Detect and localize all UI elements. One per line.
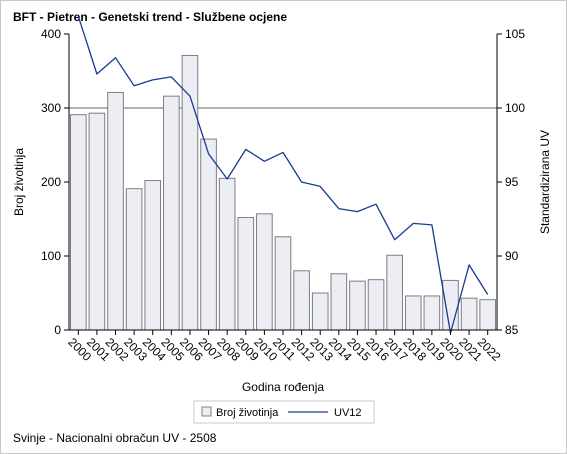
- bar: [423, 295, 441, 331]
- y-tick-label: 100: [41, 249, 61, 263]
- y-tick-label: 400: [41, 27, 61, 41]
- y2-tick-label: 85: [505, 323, 519, 337]
- y2-tick-label: 105: [505, 27, 525, 41]
- bar: [218, 177, 236, 331]
- legend-bar-swatch: [201, 406, 212, 417]
- bar: [404, 295, 422, 331]
- bar: [274, 236, 292, 331]
- y-tick-label: 0: [54, 323, 61, 337]
- bar: [125, 188, 143, 331]
- y-axis-title: Broj životinja: [12, 148, 26, 216]
- bar: [256, 213, 273, 331]
- y2-tick-label: 90: [505, 249, 519, 263]
- x-axis-title: Godina rođenja: [242, 380, 324, 394]
- y-tick-label: 200: [41, 175, 61, 189]
- bar: [237, 217, 255, 331]
- bar: [163, 95, 180, 331]
- bar: [442, 279, 459, 331]
- legend-label-bars: Broj životinja: [216, 407, 279, 419]
- legend-label-line: UV12: [334, 407, 362, 419]
- y2-tick-label: 95: [505, 175, 519, 189]
- bar: [88, 112, 106, 331]
- bar: [200, 138, 217, 331]
- y-tick-label: 300: [41, 101, 61, 115]
- legend-box: [193, 400, 375, 424]
- bar: [367, 279, 385, 331]
- bar: [107, 91, 124, 331]
- bar: [293, 270, 310, 331]
- bar: [311, 292, 329, 331]
- bar: [330, 273, 348, 331]
- bar: [479, 299, 497, 331]
- bar: [144, 180, 162, 331]
- uv12-line: [77, 16, 489, 334]
- chart-footnote: Svinje - Nacionalni obračun UV - 2508: [13, 431, 217, 445]
- bar: [349, 280, 366, 331]
- bar: [69, 114, 87, 331]
- chart-title: BFT - Pietren - Genetski trend - Služben…: [13, 10, 288, 24]
- y2-tick-label: 100: [505, 101, 525, 115]
- bar: [386, 254, 403, 331]
- y2-axis-title: Standardizirana UV: [538, 130, 552, 234]
- bar: [460, 297, 478, 331]
